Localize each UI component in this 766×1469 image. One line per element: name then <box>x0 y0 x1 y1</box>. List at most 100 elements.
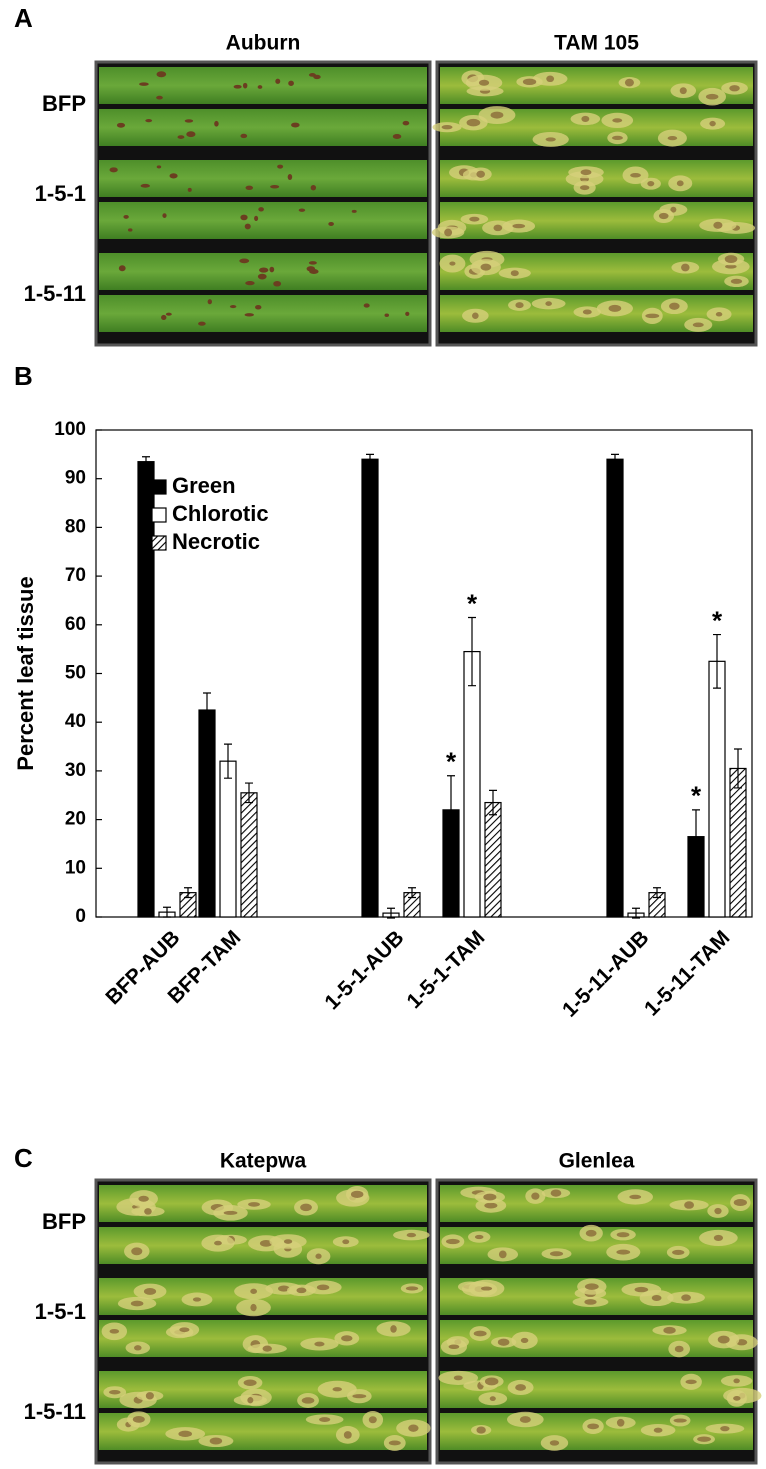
lesion <box>343 1431 352 1439</box>
lesion <box>549 1251 564 1257</box>
lesion <box>187 187 192 192</box>
lesion <box>681 263 690 272</box>
lesion <box>269 266 275 273</box>
lesion <box>223 1210 238 1215</box>
lesion <box>109 167 118 173</box>
lesion <box>445 1238 460 1245</box>
lesion <box>240 133 248 139</box>
lesion <box>685 1379 697 1385</box>
lesion <box>308 261 317 265</box>
bar <box>606 458 624 918</box>
bar <box>198 709 216 918</box>
legend-swatch <box>151 507 167 523</box>
lesion <box>466 118 481 127</box>
lesion <box>140 183 150 188</box>
error-bar <box>734 748 742 789</box>
lesion <box>108 1389 121 1395</box>
lesion <box>127 228 133 232</box>
y-tick-label: 50 <box>65 663 86 684</box>
lesion <box>729 85 740 92</box>
lesion <box>733 1396 741 1401</box>
lesion <box>674 1345 684 1353</box>
significance-mark: * <box>446 747 457 777</box>
lesion <box>363 303 370 308</box>
bar <box>361 458 379 918</box>
lesion <box>612 135 623 140</box>
lesion <box>313 74 321 80</box>
lesion <box>291 122 300 128</box>
lesion <box>670 206 677 213</box>
panel-label: A <box>14 3 33 33</box>
y-tick-label: 80 <box>65 516 86 537</box>
error-bar <box>489 789 497 816</box>
y-tick-label: 20 <box>65 809 86 830</box>
error-bar <box>163 906 171 918</box>
lesion <box>179 1327 190 1333</box>
row-label: 1-5-11 <box>24 1399 86 1424</box>
lesion <box>186 131 196 138</box>
legend-label: Necrotic <box>172 529 260 554</box>
lesion <box>658 212 669 220</box>
row-label: 1-5-1 <box>35 181 86 206</box>
bar <box>137 461 155 918</box>
lesion <box>453 1375 463 1381</box>
lesion <box>301 1397 315 1404</box>
lesion <box>392 134 402 139</box>
error-bar <box>408 887 416 899</box>
error-bar <box>224 743 232 779</box>
lesion <box>278 1285 290 1292</box>
lesion <box>259 1239 273 1247</box>
lesion <box>713 221 723 229</box>
lesion <box>277 164 284 169</box>
lesion <box>248 1202 260 1207</box>
lesion <box>316 1284 330 1291</box>
lesion <box>725 264 737 269</box>
lesion <box>645 313 660 319</box>
lesion <box>143 1287 157 1295</box>
error-bar <box>632 907 640 919</box>
error-bar <box>184 887 192 899</box>
lesion <box>478 79 490 86</box>
error-bar <box>245 782 253 804</box>
significance-mark: * <box>467 588 478 618</box>
lesion <box>584 1283 599 1290</box>
lesion <box>109 1328 120 1334</box>
lesion <box>498 1250 507 1259</box>
lesion <box>673 1418 687 1423</box>
lesion <box>616 1249 631 1255</box>
column-title: Katepwa <box>220 1150 307 1173</box>
lesion <box>342 1239 350 1245</box>
legend-label: Green <box>172 473 236 498</box>
leaf <box>440 1320 753 1357</box>
lesion <box>134 1345 142 1351</box>
lesion <box>472 312 479 319</box>
lesion <box>123 214 129 219</box>
lesion <box>709 120 716 127</box>
lesion <box>162 213 167 219</box>
x-tick-label: 1-5-11-TAM <box>640 926 734 1020</box>
lesion <box>497 1338 510 1346</box>
column-title: Glenlea <box>559 1150 635 1173</box>
lesion <box>546 75 555 83</box>
lesion <box>519 1416 531 1423</box>
x-tick-label: 1-5-1-AUB <box>320 926 408 1014</box>
lesion <box>250 1288 258 1294</box>
lesion <box>139 82 149 86</box>
lesion <box>441 124 453 130</box>
lesion <box>580 169 592 176</box>
lesion <box>476 170 485 178</box>
lesion <box>480 1286 493 1291</box>
lesion <box>669 302 680 310</box>
row-label: BFP <box>42 1209 86 1234</box>
legend-swatch <box>151 479 167 495</box>
y-tick-label: 10 <box>65 857 86 878</box>
lesion <box>300 1203 312 1212</box>
row-label: 1-5-11 <box>24 281 86 306</box>
lesion <box>587 1423 599 1430</box>
lesion <box>275 78 281 84</box>
lesion <box>350 1190 364 1198</box>
legend-swatch <box>151 535 167 551</box>
lesion <box>406 1232 417 1238</box>
lesion <box>341 1335 353 1342</box>
